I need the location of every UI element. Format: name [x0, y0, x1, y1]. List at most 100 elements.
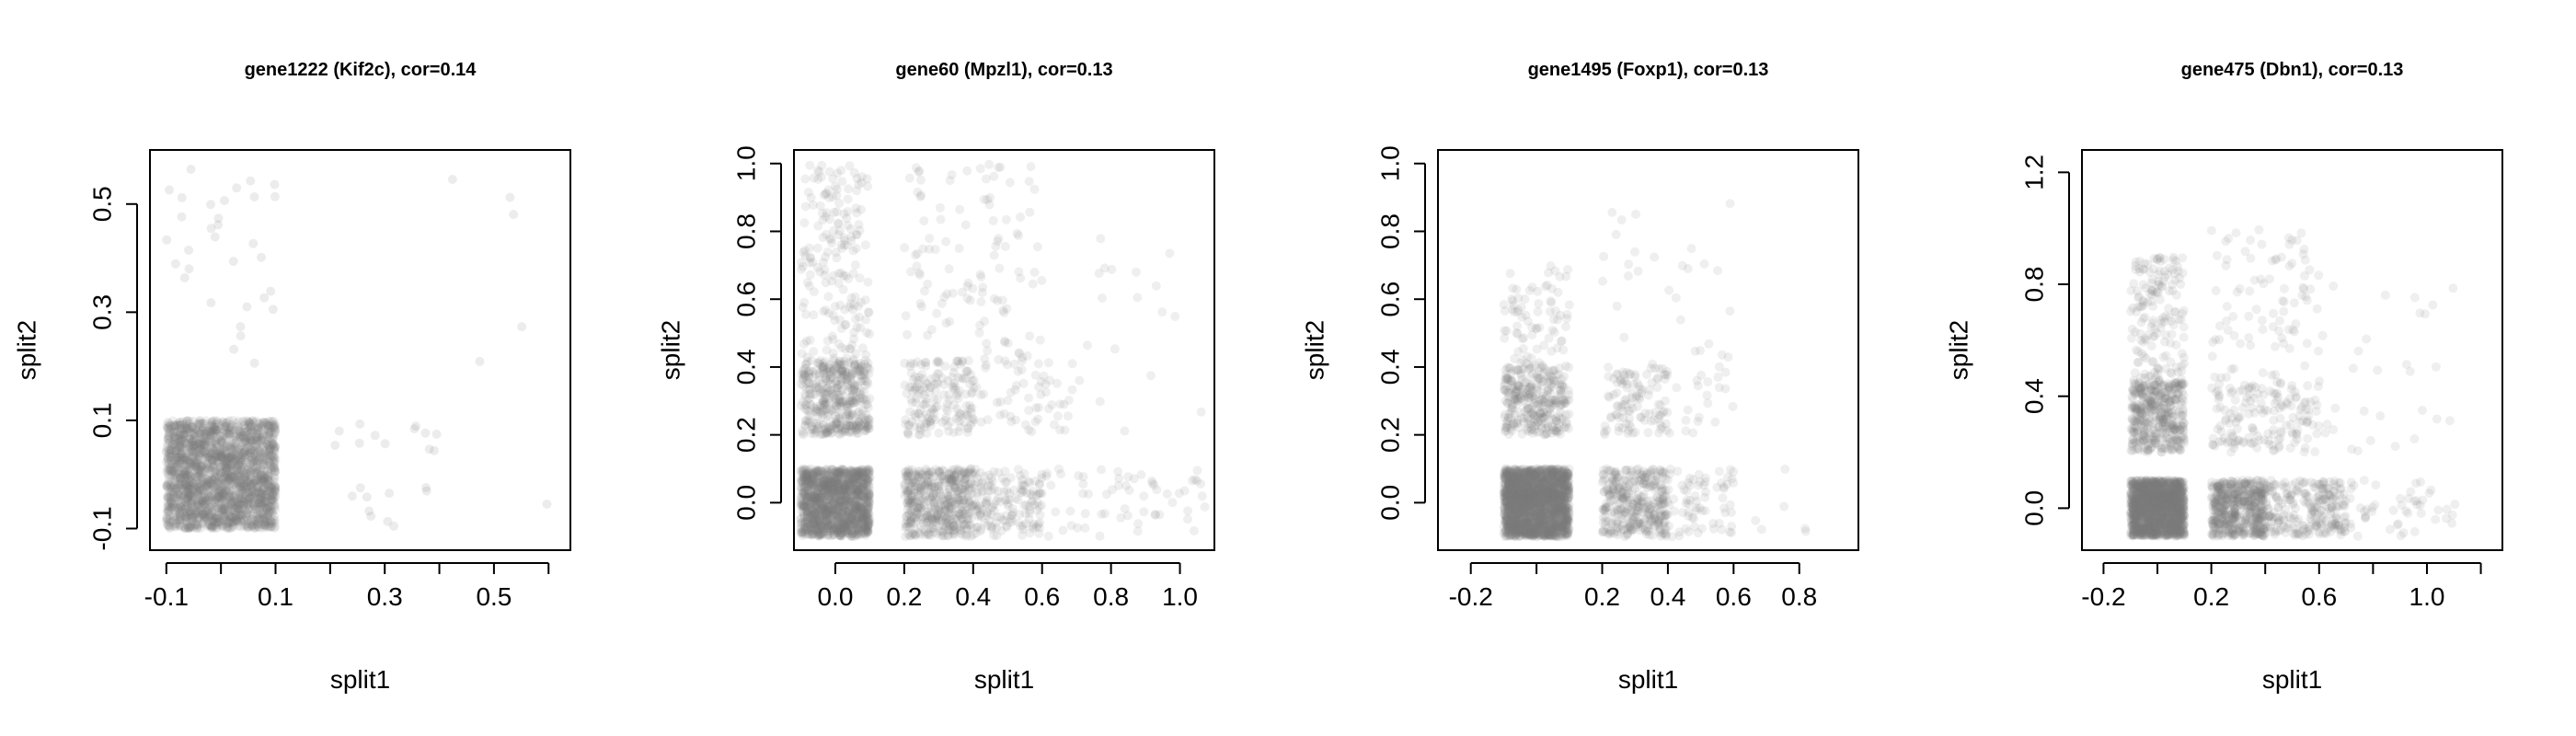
data-point: [180, 419, 190, 429]
data-point: [800, 174, 811, 184]
data-point: [847, 529, 857, 539]
data-point: [167, 444, 176, 454]
data-point: [267, 455, 277, 465]
data-point: [205, 433, 215, 443]
data-point: [166, 445, 176, 455]
data-point: [256, 426, 266, 435]
data-point: [224, 423, 235, 433]
data-point: [189, 478, 199, 489]
data-point: [268, 305, 278, 315]
data-point: [170, 441, 180, 451]
data-point: [270, 502, 279, 512]
data-point: [171, 425, 181, 435]
data-point: [805, 160, 815, 170]
data-point: [249, 445, 259, 454]
data-point: [821, 305, 831, 316]
data-point: [814, 530, 824, 540]
data-point: [200, 442, 210, 452]
data-point: [204, 454, 214, 465]
data-point: [264, 457, 274, 467]
data-point: [827, 276, 836, 286]
data-point: [228, 465, 238, 475]
data-point: [171, 472, 181, 482]
data-point: [851, 500, 861, 510]
data-point: [169, 462, 179, 472]
data-point: [826, 429, 836, 439]
data-point: [186, 499, 196, 508]
data-point: [221, 426, 231, 436]
data-point: [162, 445, 171, 455]
data-point: [221, 418, 231, 428]
data-point: [182, 480, 192, 490]
data-point: [948, 519, 958, 528]
data-point: [239, 473, 249, 483]
data-point: [207, 475, 217, 485]
data-point: [244, 438, 254, 447]
data-point: [930, 415, 940, 425]
data-point: [903, 489, 913, 500]
data-point: [258, 496, 268, 506]
data-point: [828, 174, 838, 184]
data-point: [207, 498, 217, 508]
data-point: [265, 443, 274, 453]
data-point: [162, 457, 172, 467]
data-point: [244, 500, 254, 510]
data-point: [208, 490, 218, 500]
data-point: [259, 418, 269, 427]
data-point: [199, 499, 209, 509]
data-point: [206, 420, 216, 430]
data-point: [220, 503, 230, 513]
data-point: [257, 462, 266, 472]
data-point: [253, 424, 263, 433]
data-point: [809, 287, 819, 297]
data-point: [226, 472, 236, 482]
data-point: [262, 466, 272, 476]
data-point: [921, 361, 931, 371]
y-axis-label: split2: [13, 320, 41, 380]
data-point: [815, 499, 825, 509]
data-point: [223, 462, 233, 472]
data-point: [175, 520, 185, 530]
data-point: [178, 417, 188, 427]
data-point: [951, 497, 961, 507]
data-point: [259, 509, 270, 519]
data-point: [174, 487, 184, 497]
data-point: [330, 441, 340, 450]
data-point: [171, 485, 181, 495]
y-tick-label: 0.3: [88, 294, 117, 330]
data-point: [203, 449, 213, 459]
data-point: [813, 221, 823, 231]
data-point: [201, 482, 212, 492]
data-point: [165, 501, 175, 512]
data-point: [838, 397, 848, 407]
data-point: [270, 487, 280, 497]
data-point: [916, 503, 926, 513]
data-point: [200, 428, 210, 438]
data-point: [231, 421, 241, 431]
data-point: [183, 455, 192, 466]
data-point: [165, 185, 174, 195]
data-point: [163, 501, 173, 512]
data-point: [846, 236, 857, 246]
data-point: [834, 429, 844, 438]
data-point: [229, 457, 239, 467]
data-point: [824, 193, 834, 203]
data-point: [228, 479, 238, 489]
data-point: [247, 482, 257, 492]
data-point: [822, 384, 833, 393]
data-point: [203, 485, 213, 494]
data-point: [224, 518, 234, 528]
data-point: [176, 512, 186, 522]
data-point: [928, 405, 938, 415]
data-point: [201, 513, 212, 523]
data-point: [218, 515, 228, 525]
data-point: [855, 366, 865, 375]
data-point: [173, 489, 183, 500]
data-point: [808, 372, 818, 382]
data-point: [259, 482, 269, 492]
data-point: [347, 491, 357, 501]
data-point: [431, 429, 442, 439]
data-point: [260, 522, 270, 532]
data-point: [189, 504, 199, 514]
data-point: [255, 495, 265, 505]
